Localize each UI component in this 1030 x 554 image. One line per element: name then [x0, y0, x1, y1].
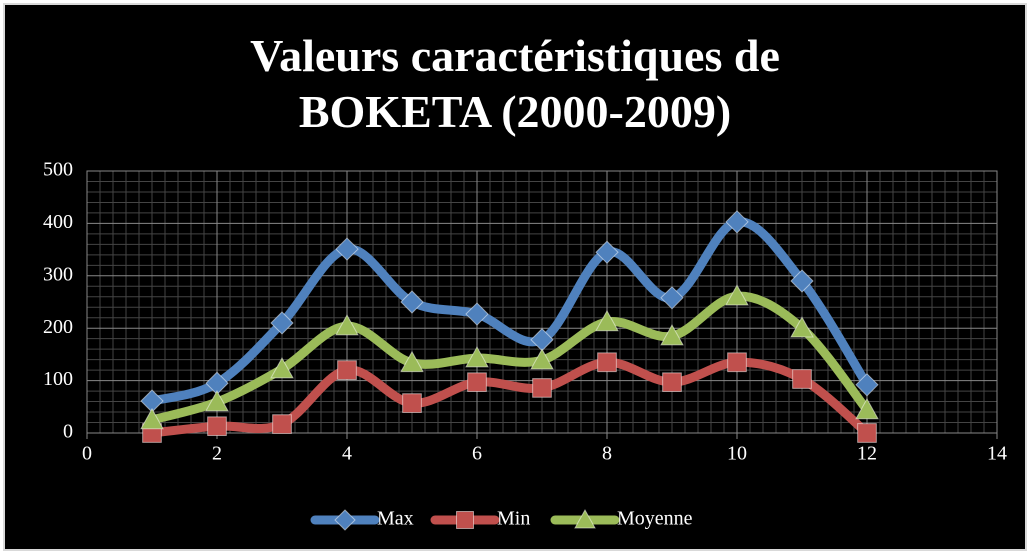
data-point: [465, 346, 489, 368]
data-point: [270, 357, 294, 379]
data-point: [402, 393, 422, 413]
data-point: [597, 352, 617, 373]
legend-label: Moyenne: [617, 508, 693, 530]
x-tick-label: 14: [987, 443, 1007, 465]
data-point: [207, 416, 227, 437]
data-point: [270, 311, 294, 335]
x-tick-label: 10: [727, 443, 747, 465]
data-point: [140, 407, 164, 430]
y-tick-label: 400: [43, 211, 73, 233]
y-tick-label: 500: [43, 159, 73, 181]
legend-label: Min: [497, 508, 530, 530]
data-point: [595, 240, 619, 264]
data-point: [400, 350, 424, 373]
x-tick-label: 6: [472, 443, 482, 465]
x-tick-label: 12: [857, 443, 877, 465]
data-point: [337, 360, 357, 380]
legend-label: Max: [377, 508, 414, 530]
data-point: [467, 372, 487, 393]
data-point: [727, 352, 747, 373]
data-point: [530, 348, 554, 370]
x-tick-label: 2: [212, 443, 222, 465]
data-point: [855, 373, 879, 397]
data-point: [725, 284, 749, 306]
data-point: [792, 369, 812, 389]
y-tick-label: 200: [43, 316, 73, 338]
data-point: [790, 269, 814, 293]
data-point: [855, 397, 879, 420]
data-point: [857, 423, 877, 443]
data-point: [335, 314, 359, 336]
data-point: [660, 324, 684, 346]
chart-title: Valeurs caractéristiques de BOKETA (2000…: [250, 30, 780, 137]
y-tick-label: 100: [43, 368, 73, 390]
data-point: [532, 378, 552, 398]
legend-marker: [574, 508, 596, 529]
data-point: [465, 302, 489, 326]
x-tick-label: 0: [82, 443, 92, 465]
data-point: [790, 316, 814, 338]
data-point: [725, 210, 749, 234]
x-tick-label: 8: [602, 443, 612, 465]
x-tick-label: 4: [342, 443, 352, 465]
data-point: [335, 237, 359, 261]
data-point: [660, 286, 684, 310]
legend-marker: [456, 511, 474, 529]
data-point: [595, 309, 619, 332]
legend-marker: [334, 509, 356, 531]
data-point: [400, 290, 424, 314]
data-point: [662, 372, 682, 393]
data-point: [272, 414, 292, 434]
data-point: [205, 390, 229, 412]
y-tick-label: 300: [43, 263, 73, 285]
y-tick-label: 0: [63, 421, 73, 443]
